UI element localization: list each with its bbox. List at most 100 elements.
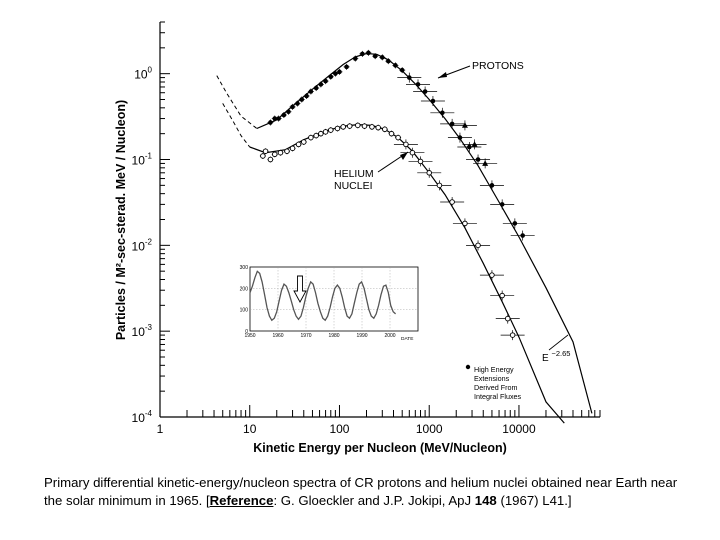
y-tick-exponent: 0 [148, 66, 153, 75]
y-tick-base: 10 [132, 325, 146, 339]
proton-point [281, 112, 287, 118]
y-tick-base: 10 [132, 154, 146, 168]
legend-line-4: Integral Fluxes [474, 392, 522, 401]
inset-time-series: 300 200 100 0 1950 1960 1970 1980 1990 2000 DATE [240, 265, 419, 342]
plot-frame [159, 22, 600, 418]
helium-label: HELIUM [334, 168, 374, 180]
reference-label: Reference [209, 493, 274, 508]
helium-point [426, 170, 432, 176]
helium-point [361, 123, 368, 129]
proton-point [407, 75, 412, 80]
legend-high-energy: High Energy Extensions Derived From Inte… [465, 364, 522, 401]
caption-text-1: Primary differential kinetic-energy/nucl… [44, 475, 678, 508]
proton-point [415, 82, 421, 87]
y-tick-exponent: -1 [145, 152, 153, 161]
helium-point [489, 272, 495, 278]
y-tick-exponent: -3 [145, 323, 153, 332]
inset-x-ticks: 1950 1960 1970 1980 1990 2000 [244, 333, 395, 339]
proton-point [299, 97, 305, 102]
proton-point [399, 67, 405, 73]
inset-y-tick-label: 300 [240, 265, 249, 271]
helium-point [313, 132, 319, 139]
helium-point [509, 332, 516, 338]
legend-marker [465, 364, 471, 370]
proton-point [430, 98, 436, 104]
fit-curves [216, 52, 593, 424]
series-helium [259, 122, 525, 341]
helium-point [277, 149, 284, 156]
annotations: PROTONS HELIUM NUCLEI E −2.65 High Energ… [334, 60, 570, 401]
y-tick-label: 10-3 [132, 323, 153, 339]
inset-x-tick-label: 1970 [300, 333, 311, 339]
legend-line-1: High Energy [474, 365, 514, 374]
nuclei-label: NUCLEI [334, 180, 373, 192]
helium-point [449, 199, 455, 205]
proton-point [386, 58, 391, 64]
helium-point [301, 139, 307, 145]
helium-point [355, 122, 361, 129]
x-tick-label: 1 [157, 422, 164, 436]
proton-point [290, 104, 295, 110]
figure-caption: Primary differential kinetic-energy/nucl… [44, 474, 694, 510]
power-law-base: E [542, 353, 549, 364]
proton-point [366, 50, 371, 56]
caption-text-3: (1967) L41.] [496, 493, 572, 508]
inset-series-line [249, 270, 397, 322]
y-tick-label: 100 [134, 66, 152, 82]
y-tick-label: 10-2 [132, 237, 153, 253]
helium-point [308, 134, 314, 141]
helium-arrowhead [400, 152, 408, 160]
series-protons [267, 49, 535, 241]
x-tick-label: 10000 [502, 422, 536, 436]
helium-point [388, 130, 395, 137]
helium-point [260, 153, 266, 159]
helium-point [340, 124, 346, 130]
power-law-pointer [548, 334, 569, 351]
inset-y-tick-label: 200 [240, 286, 249, 292]
helium-point [272, 151, 278, 158]
helium-point [382, 126, 388, 133]
helium-point [462, 220, 468, 227]
proton-point [520, 233, 525, 238]
y-tick-base: 10 [134, 68, 148, 82]
inset-x-tick-label: 2000 [384, 333, 395, 339]
proton-point [360, 51, 365, 57]
proton-point [512, 221, 518, 226]
proton-point [318, 82, 324, 87]
protons-fit-curve-extrapolated [216, 75, 258, 129]
y-tick-exponent: -4 [145, 409, 153, 418]
power-law-label: E −2.65 [542, 349, 570, 364]
proton-point [467, 144, 472, 150]
proton-point [393, 63, 398, 68]
helium-point [346, 123, 353, 129]
protons-label: PROTONS [472, 60, 524, 72]
caption-text-2: : G. Gloeckler and J.P. Jokipi, ApJ [273, 493, 475, 508]
y-tick-base: 10 [132, 411, 146, 425]
helium-point [295, 141, 302, 148]
inset-x-tick-label: 1980 [328, 333, 339, 339]
x-axis-ticks: 1 10 100 1000 10000 [157, 405, 601, 436]
helium-point [436, 182, 443, 189]
proton-point [440, 110, 445, 116]
inset-x-tick-label: 1950 [244, 333, 255, 339]
inset-x-label: DATE [401, 336, 413, 342]
proton-point [308, 89, 314, 94]
proton-point [323, 78, 328, 84]
helium-point [284, 148, 290, 154]
proton-point [272, 116, 278, 121]
helium-point [334, 125, 341, 132]
proton-point [457, 135, 463, 140]
proton-point [313, 85, 319, 91]
proton-point [286, 109, 291, 115]
proton-point [337, 69, 342, 75]
helium-point [499, 292, 505, 299]
high-energy-point [471, 141, 478, 147]
x-tick-label: 10 [243, 422, 257, 436]
inset-gridlines [250, 267, 418, 331]
helium-point [369, 124, 375, 130]
data-points [259, 49, 535, 341]
helium-point [417, 158, 424, 165]
proton-point [268, 120, 273, 125]
